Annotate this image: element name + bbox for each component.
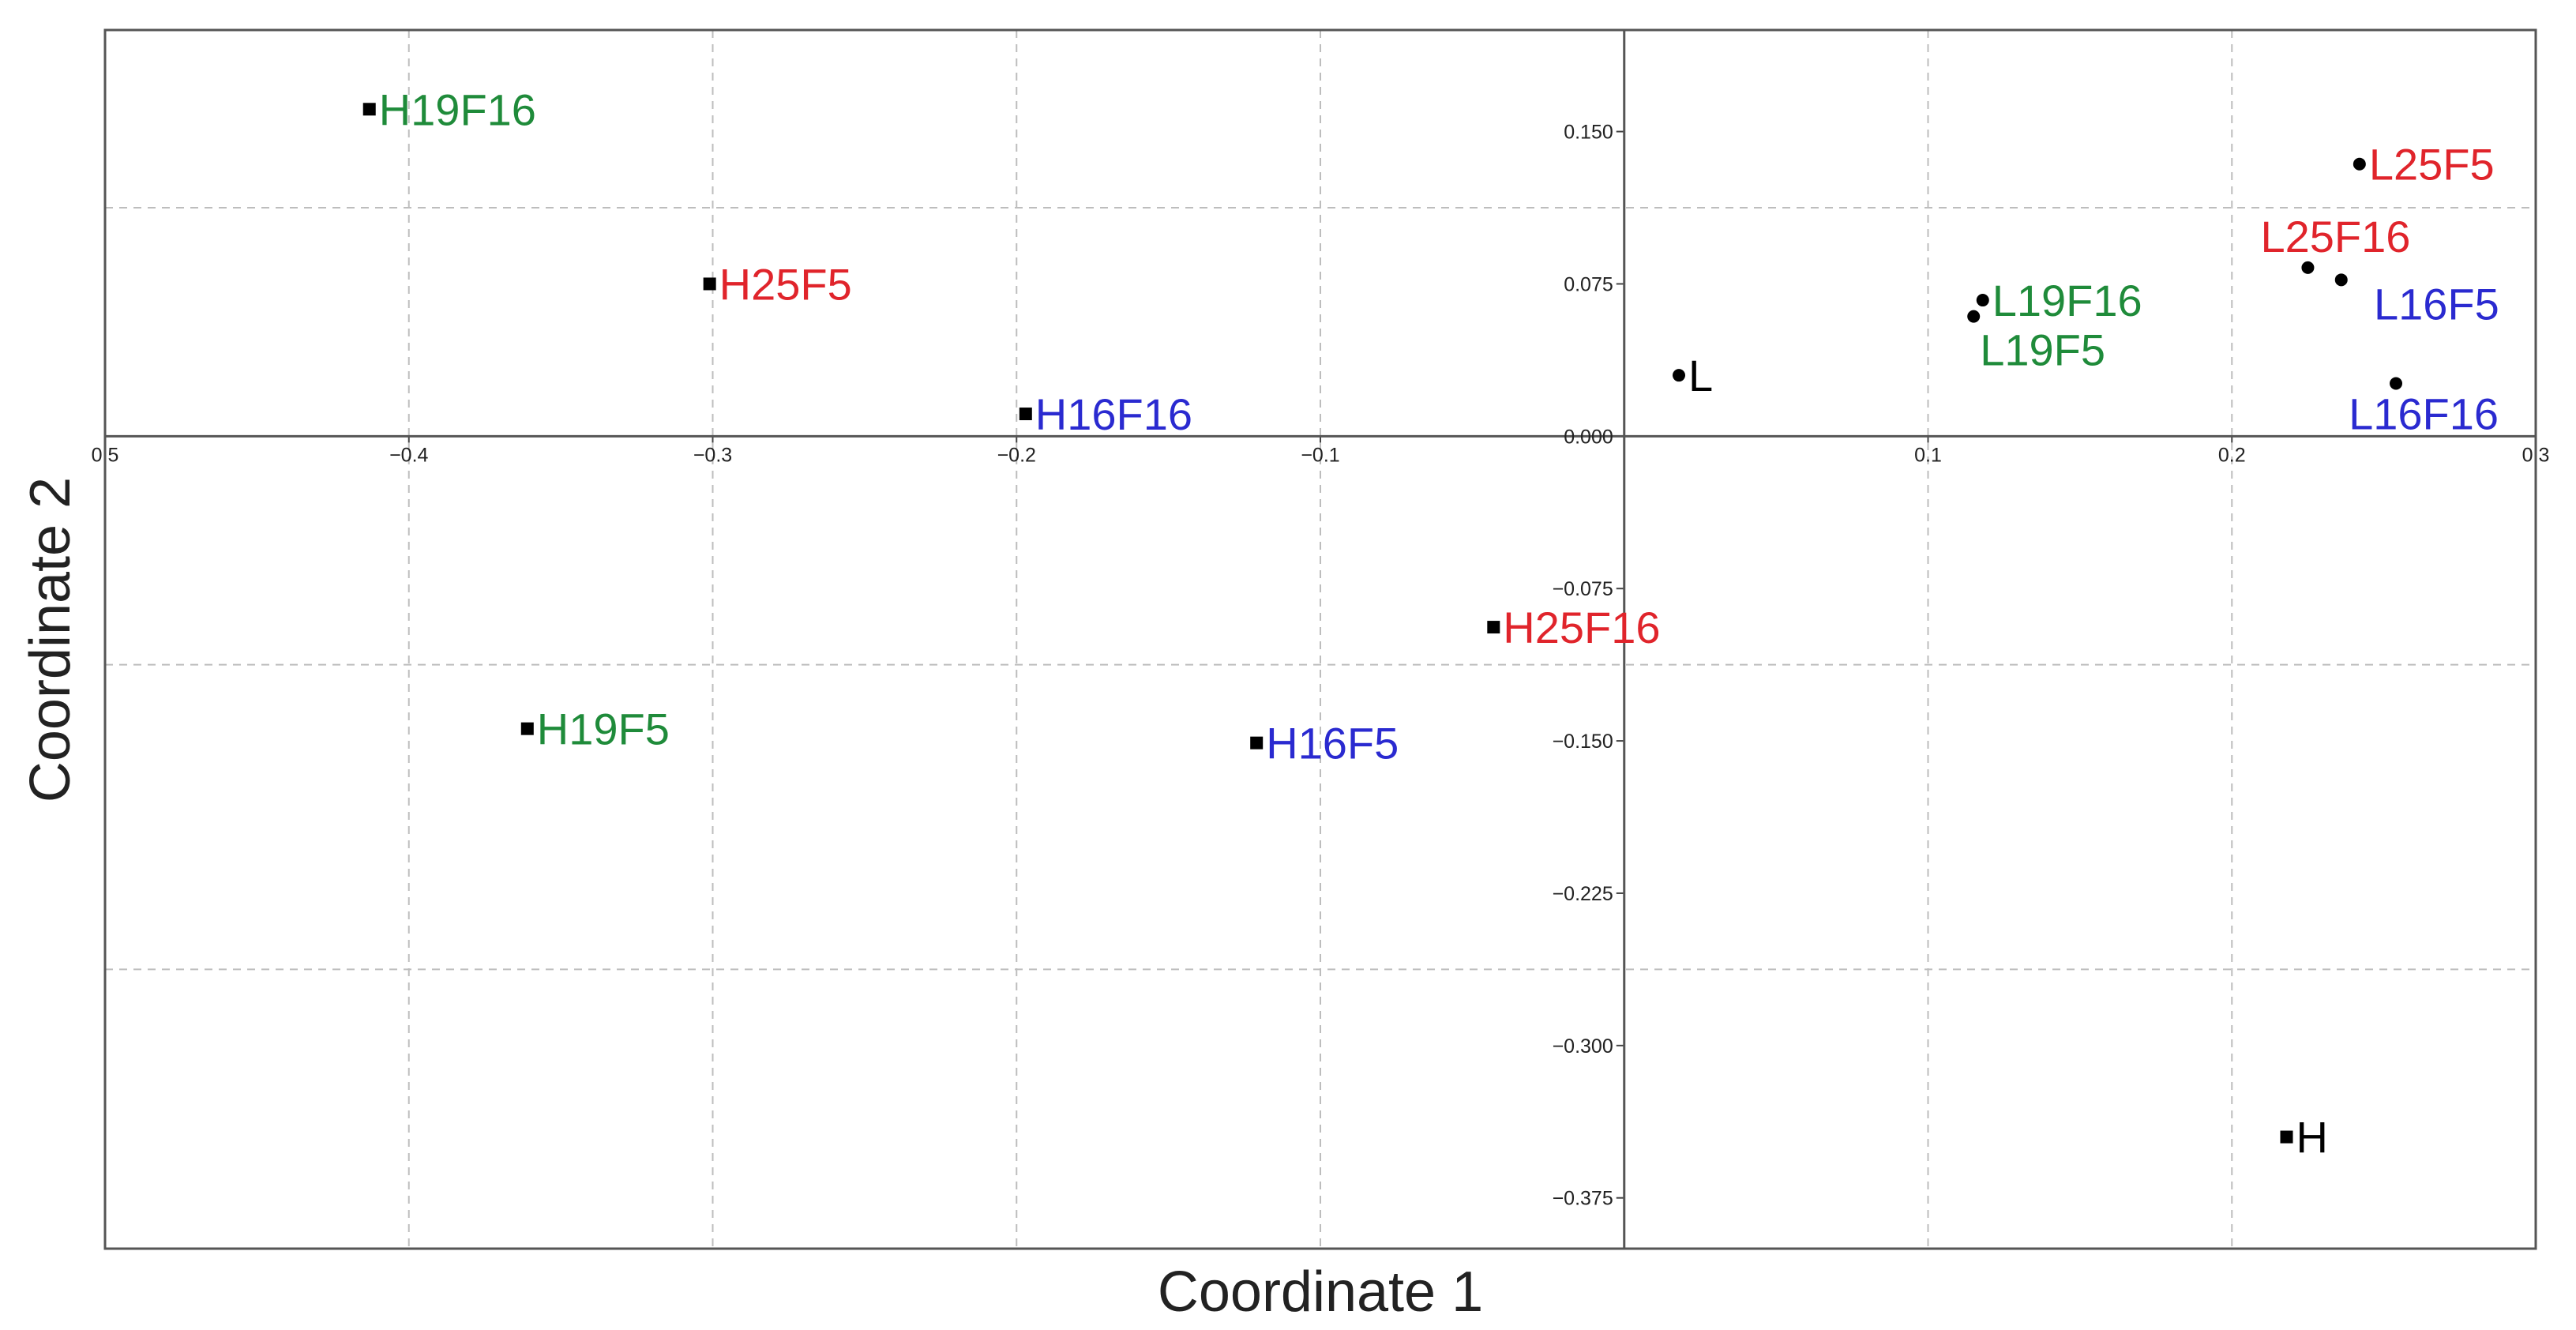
data-point: H16F16	[1019, 389, 1192, 439]
data-point: L19F5	[1967, 310, 2105, 375]
point-marker-circle	[1673, 369, 1686, 382]
data-point: H25F16	[1487, 603, 1661, 652]
point-marker-square	[1250, 736, 1264, 750]
data-point: L25F5	[2353, 140, 2495, 190]
x-tick-label: 0.2	[2218, 444, 2246, 466]
point-marker-circle	[2353, 157, 2366, 171]
point-label: H25F5	[719, 259, 852, 309]
data-point: L	[1673, 351, 1713, 400]
data-point: H19F16	[362, 85, 536, 134]
tick-labels: 0.5 −0.4 −0.3 −0.2 −0.1 0.1 0.2 0.30.1500.0750.…	[92, 122, 2550, 1210]
point-label: H19F16	[379, 85, 536, 134]
data-point: L16F5	[2334, 273, 2499, 329]
x-axis-title: Coordinate 1	[1158, 1260, 1483, 1324]
point-label: H25F16	[1503, 603, 1660, 652]
x-tick-label: −0.3	[693, 444, 732, 466]
point-marker-circle	[2301, 261, 2315, 274]
data-point: H19F5	[520, 704, 670, 754]
point-marker-square	[362, 103, 376, 116]
point-label: H	[2296, 1113, 2328, 1163]
data-points: H19F16 H25F5 H16F16 H25F16 H19F5 H16F5 L L19F16…	[362, 85, 2499, 1163]
point-marker-circle	[2334, 273, 2348, 287]
point-label: L	[1688, 351, 1713, 400]
point-marker-circle	[1976, 294, 1989, 307]
point-label: L19F16	[1992, 276, 2142, 325]
axes	[104, 30, 2537, 1249]
point-marker-square	[703, 277, 716, 291]
data-point: L16F16	[2349, 377, 2499, 438]
y-tick-label: −0.375	[1553, 1188, 1613, 1210]
point-label: L25F5	[2369, 140, 2495, 190]
data-point: L25F16	[2261, 212, 2411, 274]
point-label: H16F5	[1266, 719, 1399, 768]
point-label: L16F5	[2374, 279, 2499, 329]
plot-frame	[103, 28, 2537, 1250]
point-label: H16F16	[1035, 389, 1192, 439]
point-marker-circle	[2390, 377, 2403, 390]
point-label: L25F16	[2261, 212, 2411, 261]
y-tick-label: −0.150	[1553, 731, 1613, 753]
x-tick-label: −0.2	[997, 444, 1036, 466]
y-tick-label: 0.075	[1564, 273, 1613, 295]
y-tick-label: 0.150	[1564, 122, 1613, 144]
point-marker-square	[520, 722, 534, 735]
data-point: L19F16	[1976, 276, 2142, 325]
point-marker-square	[2280, 1130, 2293, 1144]
x-tick-label: 0.1	[1914, 444, 1942, 466]
y-tick-label: 0.000	[1564, 426, 1613, 448]
x-tick-label: −0.1	[1301, 444, 1339, 466]
data-point: H16F5	[1250, 719, 1399, 768]
y-tick-label: −0.075	[1553, 578, 1613, 600]
data-point: H25F5	[703, 259, 852, 309]
point-label: L19F5	[1980, 325, 2105, 375]
point-label: H19F5	[537, 704, 670, 754]
data-point: H	[2280, 1113, 2328, 1163]
y-tick-label: −0.300	[1553, 1035, 1613, 1058]
y-axis-title: Coordinate 2	[19, 477, 82, 802]
point-marker-square	[1487, 621, 1500, 634]
point-marker-circle	[1967, 310, 1981, 323]
grid	[105, 30, 2536, 1249]
x-tick-label: −0.4	[389, 444, 428, 466]
y-tick-label: −0.225	[1553, 883, 1613, 905]
point-marker-square	[1019, 408, 1032, 421]
point-label: L16F16	[2349, 389, 2499, 438]
